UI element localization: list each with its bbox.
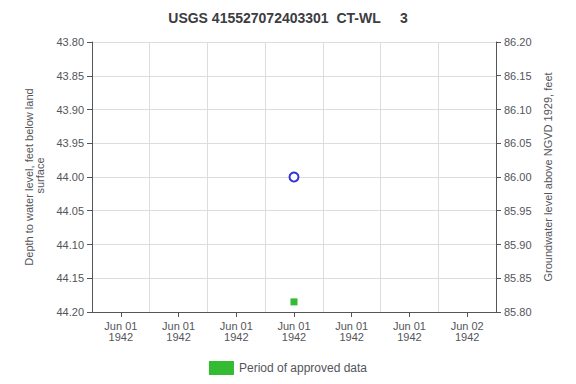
svg-text:Jun 01: Jun 01 <box>162 319 196 332</box>
svg-text:86.05: 86.05 <box>504 137 532 149</box>
svg-text:86.00: 86.00 <box>504 171 532 183</box>
svg-text:1942: 1942 <box>339 331 363 343</box>
svg-text:1942: 1942 <box>224 331 248 343</box>
svg-text:1942: 1942 <box>282 331 306 343</box>
svg-text:43.95: 43.95 <box>56 137 84 149</box>
svg-text:Jun 01: Jun 01 <box>104 319 138 332</box>
svg-text:USGS 415527072403301 CT-WL: USGS 415527072403301 CT-WL 3 <box>168 10 408 26</box>
svg-text:1942: 1942 <box>397 331 421 343</box>
svg-text:86.20: 86.20 <box>504 36 532 48</box>
svg-text:Jun 01: Jun 01 <box>277 319 311 332</box>
svg-text:Period of approved data: Period of approved data <box>239 361 367 375</box>
svg-text:85.85: 85.85 <box>504 272 532 284</box>
svg-text:44.10: 44.10 <box>56 239 84 251</box>
svg-text:Jun 01: Jun 01 <box>219 319 253 332</box>
svg-text:Jun 01: Jun 01 <box>392 319 426 332</box>
svg-text:44.05: 44.05 <box>56 205 84 217</box>
svg-text:43.85: 43.85 <box>56 70 84 82</box>
svg-text:surface: surface <box>34 157 46 196</box>
svg-text:43.80: 43.80 <box>56 36 84 48</box>
svg-text:85.90: 85.90 <box>504 239 532 251</box>
svg-text:43.90: 43.90 <box>56 104 84 116</box>
svg-text:86.10: 86.10 <box>504 104 532 116</box>
svg-text:Jun 02: Jun 02 <box>450 319 484 332</box>
svg-text:1942: 1942 <box>109 331 133 343</box>
svg-text:86.15: 86.15 <box>504 70 532 82</box>
svg-text:44.15: 44.15 <box>56 272 84 284</box>
svg-text:44.00: 44.00 <box>56 171 84 183</box>
svg-text:1942: 1942 <box>455 331 479 343</box>
svg-text:Groundwater level above NGVD 1: Groundwater level above NGVD 1929, feet <box>542 72 554 281</box>
svg-text:85.80: 85.80 <box>504 306 532 318</box>
svg-text:Jun 01: Jun 01 <box>335 319 369 332</box>
svg-text:44.20: 44.20 <box>56 306 84 318</box>
svg-text:1942: 1942 <box>166 331 190 343</box>
svg-text:85.95: 85.95 <box>504 205 532 217</box>
svg-text:Depth to water level, feet bel: Depth to water level, feet below land <box>23 88 36 266</box>
